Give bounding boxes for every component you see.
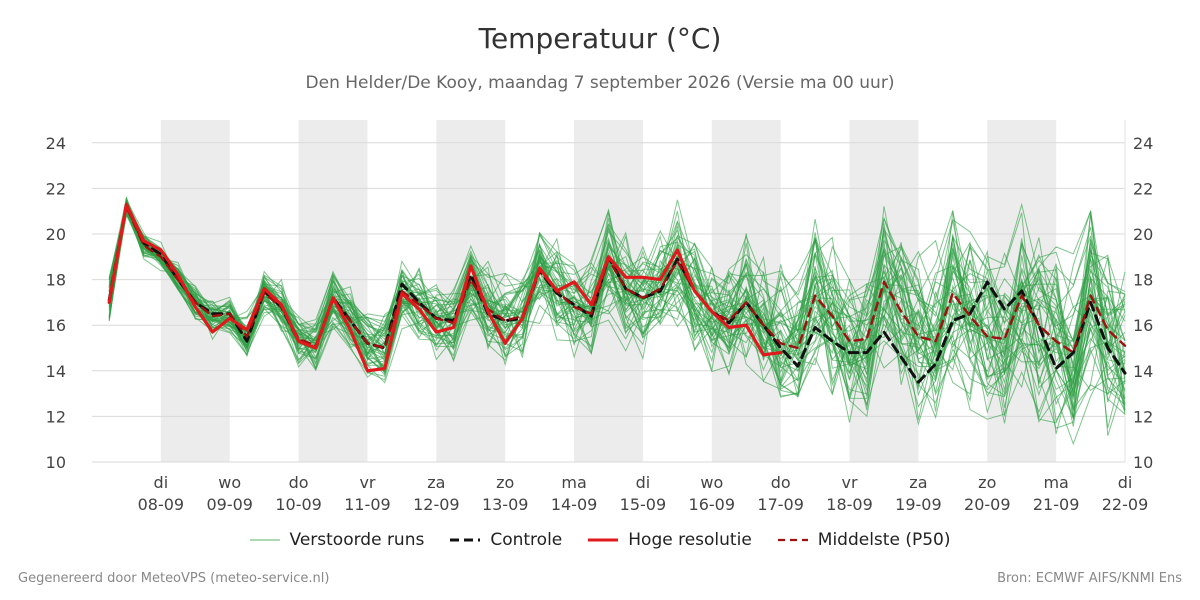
x-tick-day-6: ma: [561, 473, 586, 492]
y-tick-left-12: 12: [46, 407, 66, 426]
x-tick-date-8: 16-09: [689, 495, 736, 514]
y-tick-left-16: 16: [46, 316, 66, 335]
x-tick-day-0: di: [154, 473, 169, 492]
ensemble-member-46: [108, 201, 1126, 411]
x-tick-date-12: 20-09: [964, 495, 1011, 514]
x-tick-date-14: 22-09: [1102, 495, 1149, 514]
x-tick-day-8: wo: [700, 473, 723, 492]
x-tick-day-3: vr: [359, 473, 375, 492]
legend: Verstoorde runs Controle Hoge resolutie …: [0, 530, 1200, 550]
x-tick-day-13: ma: [1043, 473, 1068, 492]
ensemble-member-44: [108, 200, 1126, 446]
weekday-shading: [160, 120, 1057, 462]
chart-subtitle: Den Helder/De Kooy, maandag 7 september …: [305, 73, 895, 93]
ensemble-member-29: [108, 208, 1126, 415]
x-tick-date-13: 21-09: [1033, 495, 1080, 514]
y-tick-left-22: 22: [46, 179, 66, 198]
x-tick-day-9: do: [771, 473, 791, 492]
x-tick-day-4: za: [427, 473, 445, 492]
legend-label-hires: Hoge resolutie: [628, 530, 752, 550]
x-tick-date-9: 17-09: [757, 495, 804, 514]
y-tick-left-10: 10: [46, 453, 66, 472]
legend-swatch-control: [450, 538, 481, 542]
x-tick-date-3: 11-09: [344, 495, 391, 514]
legend-label-ensemble: Verstoorde runs: [289, 530, 425, 550]
x-tick-date-6: 14-09: [551, 495, 598, 514]
x-tick-day-5: zo: [496, 473, 514, 492]
x-tick-date-2: 10-09: [275, 495, 322, 514]
legend-item-hires: Hoge resolutie: [588, 530, 752, 550]
legend-item-median: Middelste (P50): [777, 530, 951, 550]
footer-source: Bron: ECMWF AIFS/KNMI Ens: [997, 571, 1182, 586]
x-tick-day-11: za: [909, 473, 927, 492]
legend-item-ensemble: Verstoorde runs: [249, 530, 425, 550]
series-line-middelste-p50-: [107, 205, 1127, 354]
y-tick-right-10: 10: [1133, 453, 1153, 472]
x-tick-date-10: 18-09: [826, 495, 873, 514]
y-tick-right-22: 22: [1133, 179, 1153, 198]
y-tick-right-12: 12: [1133, 407, 1153, 426]
series-line-hoge-resolutie: [107, 202, 783, 373]
y-tick-right-24: 24: [1133, 134, 1153, 153]
x-tick-date-4: 12-09: [413, 495, 460, 514]
y-tick-left-24: 24: [46, 134, 66, 153]
x-tick-date-0: 08-09: [138, 495, 185, 514]
x-tick-date-11: 19-09: [895, 495, 942, 514]
y-tick-right-20: 20: [1133, 225, 1153, 244]
main-series-lines: [107, 202, 1127, 384]
y-tick-right-16: 16: [1133, 316, 1153, 335]
x-tick-date-1: 09-09: [206, 495, 253, 514]
x-tick-day-1: wo: [218, 473, 241, 492]
legend-label-median: Middelste (P50): [817, 530, 951, 550]
ensemble-member-45: [108, 207, 1126, 412]
x-tick-date-7: 15-09: [620, 495, 667, 514]
ensemble-member-48: [108, 206, 1126, 370]
x-tick-day-2: do: [289, 473, 309, 492]
legend-label-control: Controle: [490, 530, 563, 550]
ensemble-member-47: [108, 196, 1126, 375]
ensemble-member-43: [108, 196, 1126, 419]
legend-swatch-median: [777, 538, 808, 542]
y-tick-left-18: 18: [46, 271, 66, 290]
axis-labels: 10 10 12 12 14 14 16 16 18 18 20 20 22 22 24 24 di 08-09 w…: [46, 134, 1154, 514]
x-tick-date-5: 13-09: [482, 495, 529, 514]
footer-generator: Gegenereerd door MeteoVPS (meteo-service…: [18, 571, 330, 586]
x-tick-day-10: vr: [842, 473, 858, 492]
legend-item-control: Controle: [450, 530, 562, 550]
legend-swatch-ensemble: [249, 539, 280, 541]
ensemble-member-49: [108, 211, 1126, 412]
x-tick-day-14: di: [1118, 473, 1133, 492]
y-tick-left-20: 20: [46, 225, 66, 244]
y-tick-right-18: 18: [1133, 271, 1153, 290]
y-tick-left-14: 14: [46, 362, 66, 381]
x-tick-day-7: di: [636, 473, 651, 492]
chart-title: Temperatuur (°C): [478, 22, 722, 55]
y-tick-right-14: 14: [1133, 362, 1153, 381]
legend-swatch-hires: [588, 538, 619, 542]
x-tick-day-12: zo: [978, 473, 996, 492]
